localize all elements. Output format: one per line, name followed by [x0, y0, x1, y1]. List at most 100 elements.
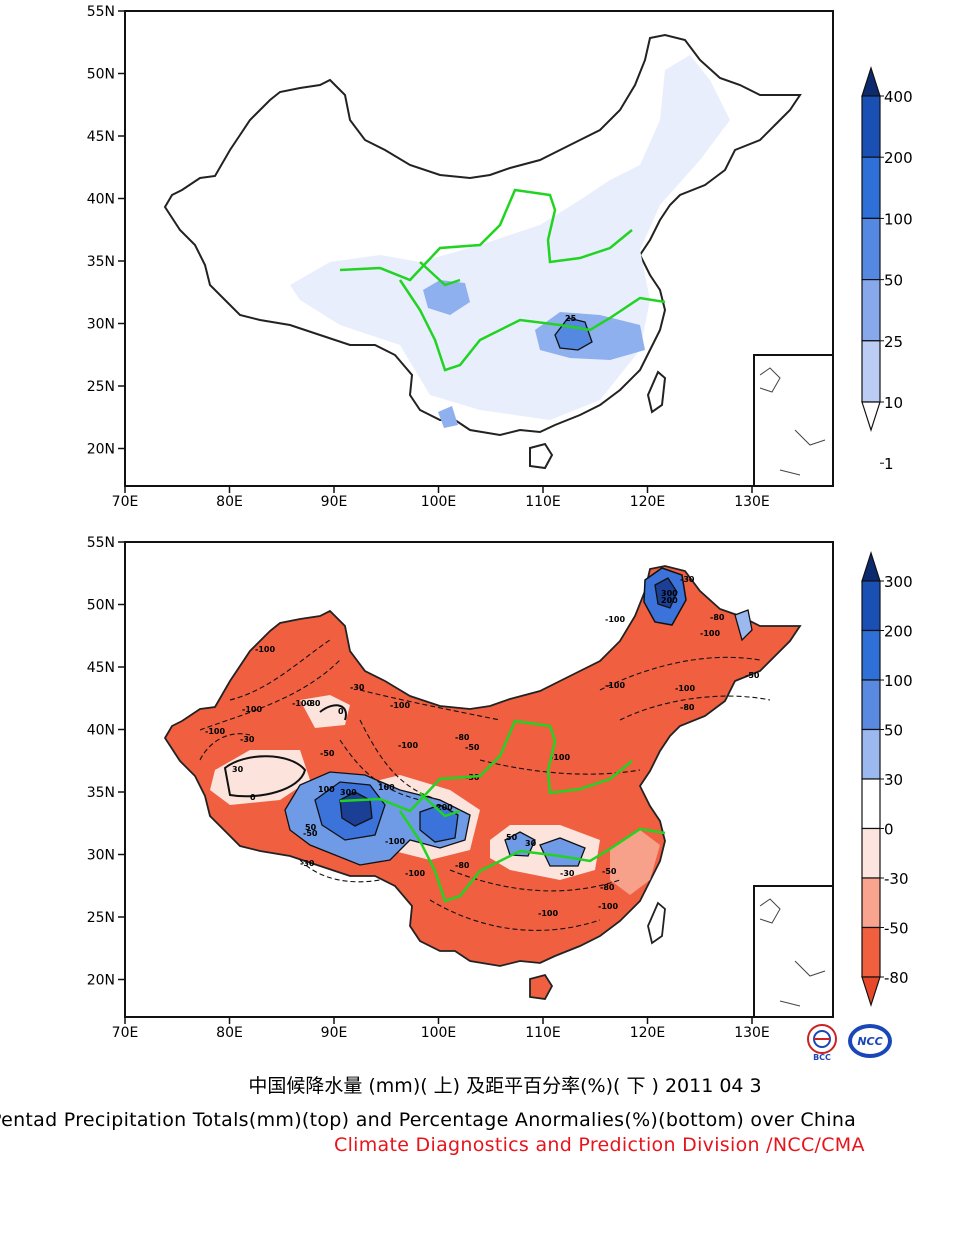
svg-text:-100: -100: [205, 727, 225, 736]
lat-tick-label: 55N: [87, 535, 115, 551]
svg-text:-80: -80: [680, 703, 695, 712]
legend-box: [861, 580, 881, 632]
anomaly-positive-area: [734, 609, 753, 642]
ncc-logo: NCC: [848, 1024, 892, 1058]
svg-text:-100: -100: [538, 909, 558, 918]
svg-text:-100: -100: [405, 869, 425, 878]
anomaly-minus-30-area: [210, 750, 310, 805]
river-tributary: [419, 261, 461, 287]
svg-text:-30: -30: [560, 869, 575, 878]
bcc-logo-text: BCC: [813, 1053, 831, 1062]
anomaly-minus-30-area: [300, 695, 350, 728]
legend-cap-top: [861, 66, 881, 97]
svg-text:0: 0: [338, 707, 344, 716]
lat-tick-label: 35N: [87, 254, 115, 270]
legend-label: 30: [884, 771, 903, 789]
legend-label: -30: [884, 870, 909, 888]
south-china-sea-inset: [753, 354, 833, 486]
legend-label: 0: [884, 821, 894, 839]
ncc-logo-text: NCC: [857, 1035, 882, 1048]
lat-tick-label: 20N: [87, 442, 115, 458]
taiwan-island: [646, 370, 667, 414]
legend-box: [861, 926, 881, 978]
svg-text:30: 30: [232, 765, 244, 774]
moderate-precip-area: [423, 280, 470, 315]
legend-label: -80: [884, 969, 909, 987]
legend-label: -50: [884, 920, 909, 938]
svg-text:-100: -100: [255, 645, 275, 654]
lon-tick-label: 130E: [734, 494, 770, 510]
legend-label: 1: [884, 455, 894, 473]
lon-tick-label: 80E: [216, 1025, 243, 1041]
svg-text:-100: -100: [242, 705, 262, 714]
lon-tick-label: 90E: [321, 494, 348, 510]
yangtze-river: [398, 279, 666, 372]
hainan-island: [529, 973, 554, 1000]
yellow-river: [339, 188, 633, 282]
svg-text:100: 100: [378, 783, 395, 792]
svg-text:100: 100: [318, 785, 335, 794]
lat-tick-label: 30N: [87, 848, 115, 864]
lon-tick-label: 120E: [630, 494, 666, 510]
legend-box: [861, 778, 881, 830]
svg-text:-50: -50: [745, 671, 760, 680]
legend-cap-bottom: [861, 976, 881, 1007]
legend-box: [861, 877, 881, 929]
svg-text:-100: -100: [390, 701, 410, 710]
legend-box: [861, 827, 881, 879]
svg-text:-80: -80: [710, 613, 725, 622]
svg-text:0: 0: [250, 793, 256, 802]
svg-text:-100: -100: [700, 629, 720, 638]
svg-text:50: 50: [305, 823, 317, 832]
anomaly-map: -100 -100 -100 -100 -100 -100 -100 -100 …: [124, 541, 834, 1018]
svg-text:-30: -30: [680, 575, 695, 584]
svg-text:-100: -100: [398, 741, 418, 750]
credit-line: Climate Diagnostics and Prediction Divis…: [334, 1134, 865, 1156]
svg-text:-30: -30: [300, 859, 315, 868]
river-tributary: [419, 792, 461, 818]
lon-tick-label: 80E: [216, 494, 243, 510]
legend-label: 200: [884, 623, 913, 641]
lat-tick-label: 40N: [87, 723, 115, 739]
lat-tick-label: 35N: [87, 785, 115, 801]
zero-contours: [223, 704, 347, 798]
lon-tick-label: 100E: [421, 494, 457, 510]
svg-text:-30: -30: [240, 735, 255, 744]
legend-label: 400: [884, 88, 913, 106]
svg-text:-80: -80: [600, 883, 615, 892]
precipitation-map: 25: [124, 10, 834, 487]
lat-tick-label: 25N: [87, 379, 115, 395]
legend-box: [861, 279, 881, 342]
lat-tick-label: 40N: [87, 192, 115, 208]
anomaly-minus-50-area: [610, 830, 660, 895]
svg-text:50: 50: [506, 833, 518, 842]
lat-tick-label: 50N: [87, 67, 115, 83]
contour-labels: -100 -100 -100 -100 -100 -100 -100 -100 …: [205, 575, 760, 918]
svg-text:-100: -100: [605, 615, 625, 624]
svg-text:-50: -50: [602, 867, 617, 876]
lon-tick-label: 70E: [112, 494, 139, 510]
svg-text:-80: -80: [455, 861, 470, 870]
lon-tick-label: 130E: [734, 1025, 770, 1041]
lat-tick-label: 45N: [87, 660, 115, 676]
svg-text:30: 30: [525, 839, 537, 848]
svg-text:-50: -50: [465, 743, 480, 752]
svg-text:-50: -50: [303, 829, 318, 838]
taiwan-island: [647, 901, 666, 945]
lat-tick-label: 55N: [87, 4, 115, 20]
legend-cap-bottom: [861, 401, 881, 432]
lon-tick-label: 70E: [112, 1025, 139, 1041]
anomaly-300-area: [654, 577, 678, 609]
svg-text:200: 200: [661, 596, 678, 605]
legend-box: [861, 629, 881, 681]
anomaly-positive-area: [504, 831, 536, 857]
svg-text:-100: -100: [385, 837, 405, 846]
lat-tick-label: 25N: [87, 910, 115, 926]
svg-text:-80: -80: [306, 699, 321, 708]
legend-box: [861, 679, 881, 731]
caption-chinese: 中国候降水量 (mm)( 上) 及距平百分率(%)( 下 ) 2011 04 3: [248, 1075, 762, 1097]
legend-label: 25: [884, 333, 903, 351]
yangtze-river: [398, 810, 666, 903]
lon-tick-label: 100E: [421, 1025, 457, 1041]
